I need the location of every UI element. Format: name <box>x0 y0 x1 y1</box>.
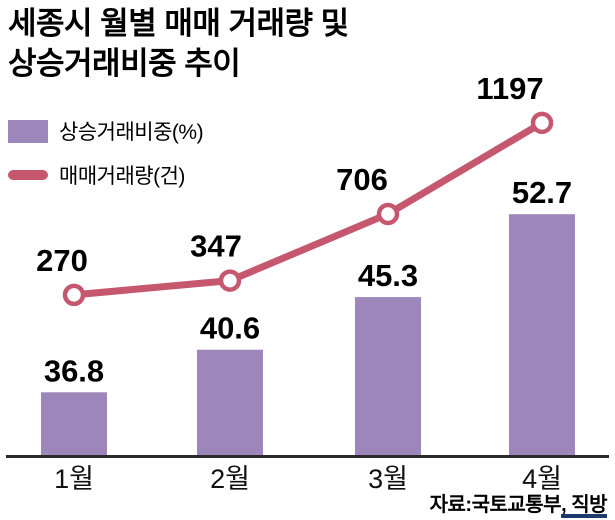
bar-value-label: 52.7 <box>512 175 572 210</box>
legend-item-bar-series: 상승거래비중(%) <box>8 116 204 146</box>
bar-series-swatch <box>8 119 48 143</box>
bar-value-label: 45.3 <box>358 258 418 293</box>
bar-series-label: 상승거래비중(%) <box>59 121 204 144</box>
source-label: 자료:국토교통부, 직방 <box>429 494 608 516</box>
x-tick-label: 3월 <box>368 464 408 494</box>
bottom-accent-bar <box>561 514 607 518</box>
bar-4월 <box>509 214 575 455</box>
legend: 상승거래비중(%) 매매거래량(건) <box>8 116 204 204</box>
x-tick-label: 4월 <box>522 464 562 494</box>
point-marker <box>62 283 86 307</box>
trend-line <box>70 119 546 299</box>
chart-title: 세종시 월별 매매 거래량 및 상승거래비중 추이 <box>8 6 349 81</box>
bar-3월 <box>355 297 421 455</box>
line-value-label: 270 <box>36 243 88 278</box>
x-tick-label: 2월 <box>210 464 250 494</box>
bar-2월 <box>197 349 263 455</box>
point-marker <box>218 269 242 292</box>
line-value-label: 706 <box>336 162 388 197</box>
bar-value-label: 36.8 <box>44 353 104 388</box>
line-series-label: 매매거래량(건) <box>59 165 185 188</box>
legend-item-line-series: 매매거래량(건) <box>8 160 203 190</box>
point-marker <box>530 111 554 135</box>
point-marker <box>376 202 400 226</box>
bar-value-label: 40.6 <box>200 311 260 346</box>
line-series-swatch <box>8 170 48 180</box>
line-value-label: 1197 <box>476 71 543 106</box>
bar-1월 <box>41 392 107 455</box>
x-tick-label: 1월 <box>54 464 94 494</box>
line-value-label: 347 <box>190 229 242 264</box>
